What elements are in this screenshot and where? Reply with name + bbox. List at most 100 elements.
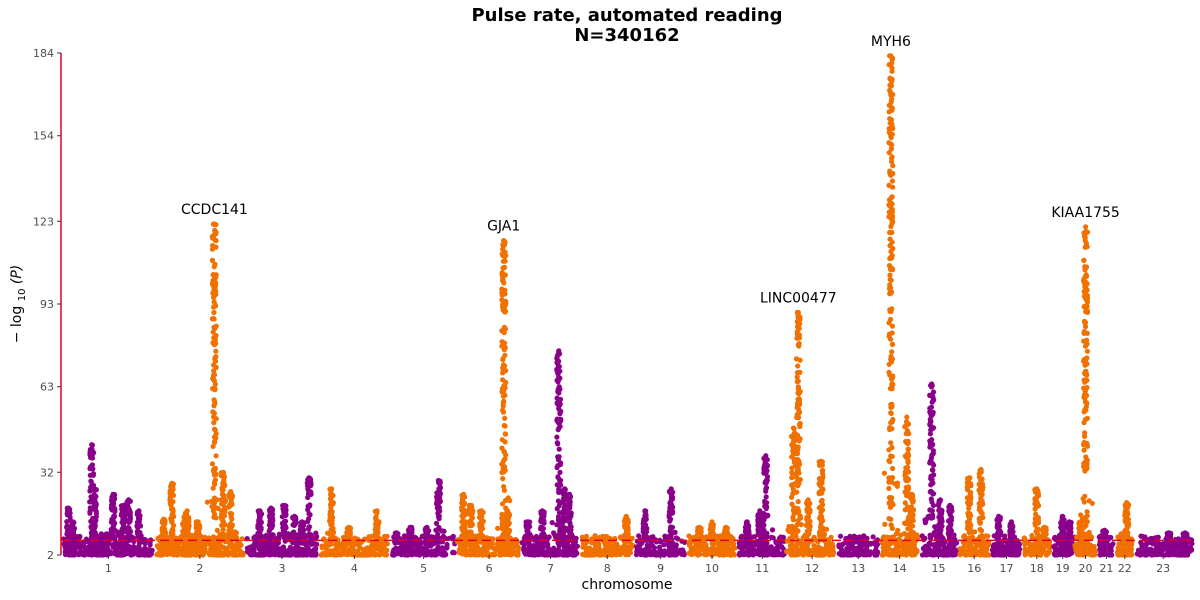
snp-point-chr2 <box>214 546 220 553</box>
snp-point-chr6 <box>472 547 478 553</box>
snp-point-chr2 <box>184 508 190 514</box>
snp-point-chr7 <box>554 352 561 359</box>
snp-point-chr4 <box>329 486 335 492</box>
snp-point-chr4 <box>324 538 330 544</box>
snp-point-chr7 <box>554 377 560 383</box>
snp-point-chr3 <box>255 522 261 528</box>
snp-point-chr8 <box>612 551 618 557</box>
snp-point-chr4 <box>378 543 384 549</box>
snp-point-chr11 <box>762 470 768 476</box>
snp-point-chr1 <box>81 551 87 557</box>
snp-point-chr1 <box>91 486 97 492</box>
snp-point-chr4 <box>333 542 339 548</box>
snp-point-chr2 <box>210 485 216 491</box>
snp-point-chr7 <box>522 533 528 539</box>
snp-point-chr2 <box>211 309 217 316</box>
snp-point-chr11 <box>775 550 782 557</box>
snp-point-chr6 <box>492 552 498 558</box>
snp-point-chr6 <box>500 246 506 252</box>
snp-point-chr7 <box>568 532 574 538</box>
snp-point-chr7 <box>554 506 560 512</box>
snp-point-chr6 <box>499 445 505 451</box>
snp-point-chr12 <box>825 548 831 554</box>
snp-point-chr2 <box>210 376 216 382</box>
snp-point-chr2 <box>229 501 235 507</box>
snp-point-chr2 <box>229 516 235 522</box>
snp-point-chr4 <box>352 538 359 544</box>
snp-point-chr12 <box>795 446 801 452</box>
snp-point-chr5 <box>433 527 439 533</box>
snp-point-chr2 <box>169 506 175 512</box>
snp-point-chr2 <box>211 410 217 416</box>
snp-point-chr1 <box>89 447 95 453</box>
snp-point-chr2 <box>221 520 227 527</box>
snp-point-chr2 <box>211 472 217 478</box>
snp-point-chr1 <box>72 544 78 550</box>
snp-point-chr8 <box>622 532 628 538</box>
snp-point-chr12 <box>794 319 800 325</box>
snp-point-chr6 <box>502 439 508 445</box>
snp-point-chr11 <box>744 519 750 525</box>
snp-point-chr11 <box>770 535 776 541</box>
snp-point-chr2 <box>206 550 212 556</box>
snp-point-chr6 <box>480 533 486 540</box>
snp-point-chr2 <box>212 381 218 387</box>
snp-point-chr11 <box>763 494 769 500</box>
snp-point-chr6 <box>501 330 507 336</box>
snp-point-chr9 <box>636 533 642 539</box>
snp-point-chr3 <box>268 510 274 516</box>
snp-point-chr1 <box>105 547 111 554</box>
snp-point-chr11 <box>764 463 770 469</box>
snp-point-chr4 <box>333 548 339 555</box>
snp-point-chr4 <box>369 542 375 548</box>
snp-point-chr11 <box>762 459 768 465</box>
snp-point-chr2 <box>220 527 226 533</box>
snp-point-chr3 <box>291 513 298 520</box>
snp-point-chr12 <box>784 548 790 555</box>
snp-point-chr7 <box>566 503 572 509</box>
snp-point-chr7 <box>569 543 576 549</box>
snp-point-chr2 <box>169 528 175 534</box>
snp-point-chr12 <box>797 357 803 363</box>
snp-point-chr2 <box>220 497 226 503</box>
data-points <box>60 53 1195 558</box>
snp-point-chr1 <box>136 508 142 514</box>
snp-point-chr6 <box>468 523 474 529</box>
snp-point-chr3 <box>280 532 287 538</box>
snp-point-chr2 <box>189 542 196 548</box>
snp-point-chr11 <box>757 547 763 553</box>
snp-point-chr2 <box>235 552 241 558</box>
snp-point-chr12 <box>790 425 797 431</box>
snp-point-chr2 <box>212 387 218 393</box>
snp-point-chr4 <box>358 552 364 558</box>
snp-point-chr8 <box>624 522 631 528</box>
snp-point-chr3 <box>247 550 253 556</box>
snp-point-chr4 <box>350 543 356 550</box>
snp-point-chr3 <box>268 543 274 549</box>
snp-point-chr2 <box>214 527 220 534</box>
snp-point-chr1 <box>110 498 117 504</box>
snp-point-chr2 <box>229 511 235 517</box>
snp-point-chr2 <box>210 340 216 346</box>
snp-point-chr10 <box>710 543 716 550</box>
snp-point-chr6 <box>500 533 506 539</box>
snp-point-chr1 <box>119 519 125 525</box>
snp-point-chr4 <box>330 529 337 536</box>
snp-point-chr7 <box>554 482 560 488</box>
snp-point-chr1 <box>125 528 131 535</box>
snp-point-chr8 <box>583 545 589 551</box>
snp-point-chr12 <box>811 548 817 554</box>
snp-point-chr3 <box>305 546 311 552</box>
snp-point-chr5 <box>441 546 447 552</box>
snp-point-chr7 <box>560 531 566 537</box>
snp-point-chr2 <box>210 316 216 322</box>
snp-point-chr3 <box>280 545 287 551</box>
snp-point-chr2 <box>209 461 216 467</box>
snp-point-chr1 <box>111 514 117 520</box>
snp-point-chr7 <box>566 491 573 497</box>
snp-point-chr6 <box>472 533 478 539</box>
snp-point-chr13 <box>874 541 881 548</box>
snp-point-chr11 <box>763 453 769 459</box>
snp-point-chr1 <box>89 497 96 503</box>
snp-point-chr2 <box>209 504 215 510</box>
